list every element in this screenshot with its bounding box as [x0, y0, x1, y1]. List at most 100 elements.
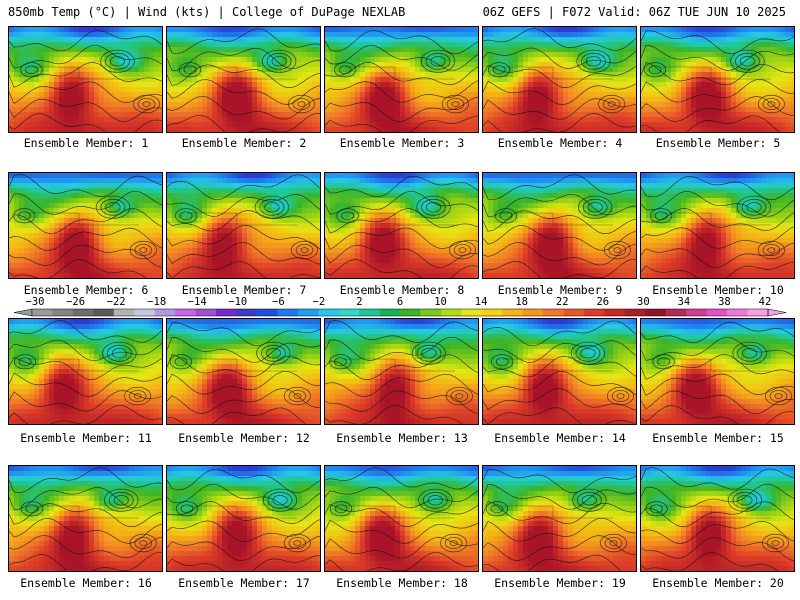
ensemble-member-label: Ensemble Member: 4: [497, 136, 623, 150]
colorbar-swatch: [665, 309, 687, 316]
colorbar-left-arrow: [13, 308, 33, 317]
ensemble-member-label: Ensemble Member: 18: [336, 576, 468, 590]
ensemble-map-panel: [482, 318, 637, 425]
ensemble-map-panel: [166, 465, 321, 572]
ensemble-member-label: Ensemble Member: 19: [494, 576, 626, 590]
colorbar-swatch: [584, 309, 605, 316]
colorbar-swatch: [32, 309, 53, 316]
ensemble-map-panel: [324, 172, 479, 279]
ensemble-map-panel: [324, 26, 479, 133]
colorbar-swatch: [747, 309, 769, 316]
header-title: 850mb Temp (°C) | Wind (kts) | College o…: [8, 5, 406, 19]
colorbar-swatch: [297, 309, 319, 316]
colorbar-tick-label: 38: [718, 296, 731, 308]
colorbar-swatch: [72, 309, 94, 316]
ensemble-member-label: Ensemble Member: 12: [178, 431, 310, 445]
colorbar-swatch: [318, 309, 339, 316]
colorbar-swatch: [563, 309, 585, 316]
colorbar-swatch: [338, 309, 360, 316]
colorbar-swatch: [175, 309, 196, 316]
ensemble-member-label: Ensemble Member: 8: [339, 283, 465, 297]
colorbar-tick-label: 30: [637, 296, 650, 308]
ensemble-map-panel: [640, 318, 795, 425]
colorbar-swatch: [543, 309, 564, 316]
colorbar-tick-label: 26: [596, 296, 610, 308]
ensemble-member-label: Ensemble Member: 6: [23, 283, 149, 297]
header-valid-time: 06Z GEFS | F072 Valid: 06Z TUE JUN 10 20…: [482, 5, 786, 19]
colorbar-tick-label: 18: [515, 296, 528, 308]
ensemble-member-label: Ensemble Member: 3: [339, 136, 465, 150]
colorbar-tick-label: 10: [434, 296, 447, 308]
colorbar-swatch: [216, 309, 237, 316]
colorbar-swatch: [686, 309, 707, 316]
ensemble-member-label: Ensemble Member: 14: [494, 431, 626, 445]
ensemble-member-label: Ensemble Member: 5: [655, 136, 781, 150]
ensemble-member-label: Ensemble Member: 16: [20, 576, 152, 590]
colorbar-tick-label: 14: [474, 296, 488, 308]
colorbar-swatch: [93, 309, 115, 316]
colorbar-swatch: [522, 309, 544, 316]
ensemble-member-label: Ensemble Member: 11: [20, 431, 152, 445]
colorbar-swatch: [624, 309, 646, 316]
colorbar-swatch: [195, 309, 217, 316]
ensemble-map-panel: [166, 26, 321, 133]
ensemble-map-panel: [8, 465, 163, 572]
colorbar-tick-label: −2: [312, 296, 326, 308]
ensemble-map-panel: [482, 26, 637, 133]
colorbar-swatch: [645, 309, 667, 316]
ensemble-map-panel: [640, 172, 795, 279]
colorbar-swatch: [379, 309, 401, 316]
ensemble-member-label: Ensemble Member: 9: [497, 283, 623, 297]
ensemble-member-label: Ensemble Member: 7: [181, 283, 307, 297]
ensemble-map-panel: [166, 172, 321, 279]
colorbar-tick-label: 22: [555, 296, 569, 308]
colorbar-swatch: [502, 309, 523, 316]
colorbar-swatch: [440, 309, 462, 316]
ensemble-map-panel: [640, 465, 795, 572]
ensemble-map-panel: [482, 465, 637, 572]
ensemble-member-label: Ensemble Member: 2: [181, 136, 307, 150]
ensemble-map-panel: [640, 26, 795, 133]
ensemble-member-label: Ensemble Member: 1: [23, 136, 149, 150]
colorbar-tick-label: −18: [147, 296, 167, 308]
ensemble-member-label: Ensemble Member: 10: [652, 283, 784, 297]
colorbar-swatch: [113, 309, 135, 316]
colorbar-tick-label: −22: [106, 296, 126, 308]
ensemble-map-panel: [8, 318, 163, 425]
ensemble-map-panel: [8, 172, 163, 279]
colorbar-swatch: [461, 309, 483, 316]
colorbar-swatch: [604, 309, 626, 316]
ensemble-member-label: Ensemble Member: 13: [336, 431, 468, 445]
ensemble-member-label: Ensemble Member: 20: [652, 576, 784, 590]
colorbar-swatch: [727, 309, 748, 316]
colorbar-swatch: [277, 309, 299, 316]
colorbar-tick-label: −14: [187, 296, 207, 308]
temperature-colorbar: [12, 296, 788, 320]
colorbar-tick-label: −6: [272, 296, 285, 308]
colorbar-tick-label: −30: [25, 296, 45, 308]
ensemble-map-panel: [324, 465, 479, 572]
ensemble-member-label: Ensemble Member: 15: [652, 431, 784, 445]
ensemble-map-panel: [324, 318, 479, 425]
ensemble-member-label: Ensemble Member: 17: [178, 576, 310, 590]
colorbar-tick-label: 34: [677, 296, 691, 308]
ensemble-map-panel: [166, 318, 321, 425]
colorbar-swatch: [400, 309, 421, 316]
colorbar-tick-label: 42: [758, 296, 772, 308]
colorbar-swatch: [420, 309, 442, 316]
colorbar-swatch: [706, 309, 728, 316]
colorbar-swatch: [256, 309, 278, 316]
ensemble-map-panel: [8, 26, 163, 133]
colorbar-swatch: [359, 309, 380, 316]
colorbar-swatch: [134, 309, 155, 316]
colorbar-tick-label: −10: [228, 296, 248, 308]
colorbar-tick-label: −26: [66, 296, 86, 308]
colorbar-swatch: [52, 309, 74, 316]
colorbar-swatch: [481, 309, 503, 316]
colorbar-tick-label: 6: [396, 296, 404, 308]
ensemble-map-panel: [482, 172, 637, 279]
colorbar-swatch: [154, 309, 176, 316]
colorbar-right-arrow: [767, 308, 787, 317]
colorbar-tick-label: 2: [356, 296, 363, 308]
colorbar-swatch: [236, 309, 258, 316]
